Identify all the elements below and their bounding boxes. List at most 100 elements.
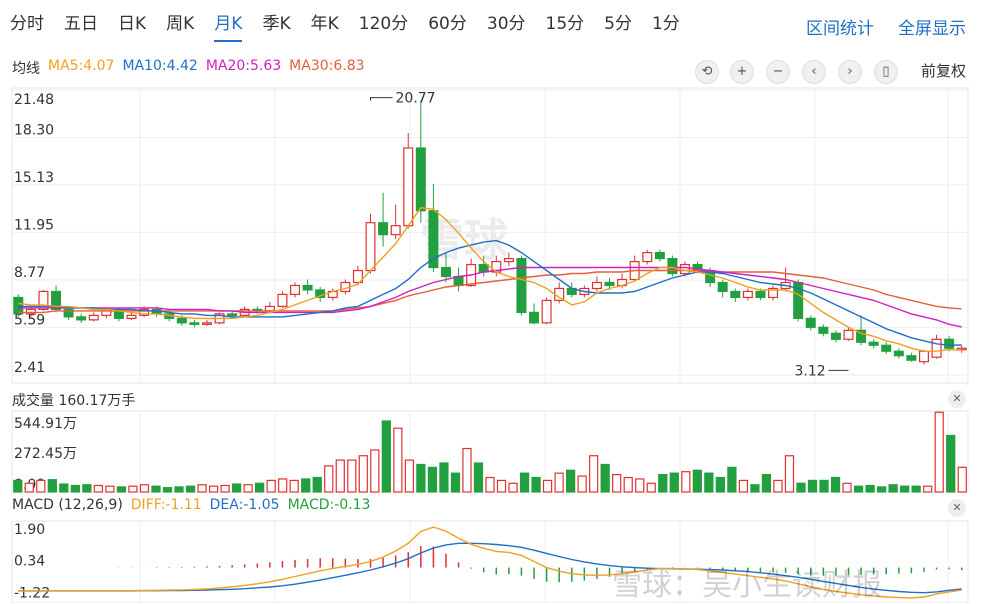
volume-bar [738, 479, 749, 493]
volume-bar [681, 471, 691, 493]
volume-bar [312, 476, 322, 493]
candle-body [679, 263, 690, 275]
tab-2[interactable]: 日K [118, 14, 147, 34]
macd-label: MACD:-0.13 [287, 497, 371, 513]
volume-bar [658, 474, 668, 493]
candle-body [667, 257, 678, 275]
macd-tick-0: 1.90 [14, 522, 45, 538]
candle-body [25, 308, 36, 315]
fullscreen-link[interactable]: 全屏显示 [898, 19, 966, 39]
volume-bar [358, 455, 368, 493]
candle-body [415, 147, 426, 212]
candle-body [906, 355, 917, 361]
volume-bar [462, 447, 472, 493]
ma10-line [18, 239, 962, 347]
volume-bar [393, 427, 403, 493]
volume-bar [105, 485, 115, 493]
ma-legend-title: 均线 [12, 61, 40, 77]
right-links: 区间统计 全屏显示 [782, 14, 966, 39]
tab-5[interactable]: 季K [262, 14, 291, 34]
ma-legend: 均线 MA5:4.07 MA10:4.42 MA20:5.63 MA30:6.8… [12, 58, 373, 78]
candle-body [13, 296, 24, 315]
undo-icon[interactable]: ⟲ [695, 60, 719, 84]
range-stats-link[interactable]: 区间统计 [806, 19, 874, 39]
candle-body [302, 284, 313, 291]
macd-close-icon[interactable]: ✕ [948, 499, 966, 517]
diff-line [18, 526, 962, 599]
minus-icon[interactable]: − [766, 60, 790, 84]
tab-0[interactable]: 分时 [10, 14, 44, 34]
dea-label: DEA:-1.05 [209, 497, 280, 513]
tab-8[interactable]: 60分 [428, 14, 467, 34]
volume-bar [485, 476, 495, 493]
candle-body [113, 310, 124, 319]
annotation-min: 3.12 [795, 363, 826, 379]
volume-bar [347, 459, 357, 493]
volume-bar [565, 469, 576, 493]
candle-body [440, 266, 451, 278]
price-tick-4: 8.77 [14, 265, 45, 281]
tab-4[interactable]: 月K [214, 8, 243, 42]
volume-bar [865, 484, 875, 493]
volume-close-icon[interactable]: ✕ [948, 390, 966, 408]
volume-bar [589, 455, 599, 493]
adjust-mode-label[interactable]: 前复权 [920, 62, 966, 80]
volume-bar [36, 479, 46, 493]
volume-bar [508, 482, 518, 493]
panel-frame-0 [11, 87, 969, 384]
annotation-max: 20.77 [396, 91, 436, 107]
candle-body [944, 338, 955, 349]
volume-bar [255, 482, 265, 493]
volume-bar [70, 484, 80, 493]
candle-icon[interactable]: ▯ [874, 60, 898, 84]
candle-body [378, 222, 389, 236]
ma30-label: MA30:6.83 [289, 58, 365, 74]
tab-1[interactable]: 五日 [64, 14, 98, 34]
volume-bar [761, 474, 772, 493]
chevron-right-icon[interactable]: › [838, 60, 862, 84]
price-tick-1: 18.30 [14, 123, 54, 139]
volume-bar [266, 479, 276, 493]
tab-3[interactable]: 周K [166, 14, 195, 34]
volume-bar [784, 455, 795, 493]
volume-bar [911, 485, 921, 493]
candle-body [277, 293, 288, 308]
candle-body [139, 308, 150, 316]
tab-12[interactable]: 1分 [651, 14, 680, 34]
footer-watermark: 雪球：吴小生读财报 [612, 568, 882, 603]
volume-bar [807, 479, 818, 493]
volume-bar [577, 475, 587, 493]
ma20-label: MA20:5.63 [205, 58, 282, 74]
volume-bar [278, 478, 288, 493]
volume-bar [692, 469, 702, 493]
tab-7[interactable]: 120分 [358, 14, 409, 34]
candle-body [604, 281, 615, 287]
plus-icon[interactable]: + [730, 60, 754, 84]
candle-body [642, 252, 653, 263]
candle-body [290, 284, 301, 296]
macd-tick-2: -1.22 [14, 585, 50, 601]
chevron-left-icon[interactable]: ‹ [802, 60, 826, 84]
volume-bar [876, 486, 887, 493]
volume-bar [473, 462, 484, 493]
volume-bar [427, 466, 438, 493]
tab-6[interactable]: 年K [310, 14, 339, 34]
tab-10[interactable]: 15分 [545, 14, 585, 34]
volume-bar [715, 476, 725, 493]
volume-bar [600, 463, 610, 493]
volume-bar [957, 466, 967, 493]
volume-bar [646, 482, 656, 493]
candle-body [38, 290, 49, 310]
price-tick-0: 21.48 [14, 92, 54, 108]
volume-bar [830, 476, 841, 493]
tab-9[interactable]: 30分 [486, 14, 526, 34]
volume-bar [116, 486, 127, 493]
candle-body [654, 252, 665, 260]
macd-tick-1: 0.34 [14, 554, 45, 570]
candle-body [478, 263, 489, 273]
volume-bar [750, 484, 760, 493]
candle-body [931, 338, 942, 358]
tab-11[interactable]: 5分 [604, 14, 632, 34]
volume-tick-1: 272.45万 [14, 446, 77, 462]
